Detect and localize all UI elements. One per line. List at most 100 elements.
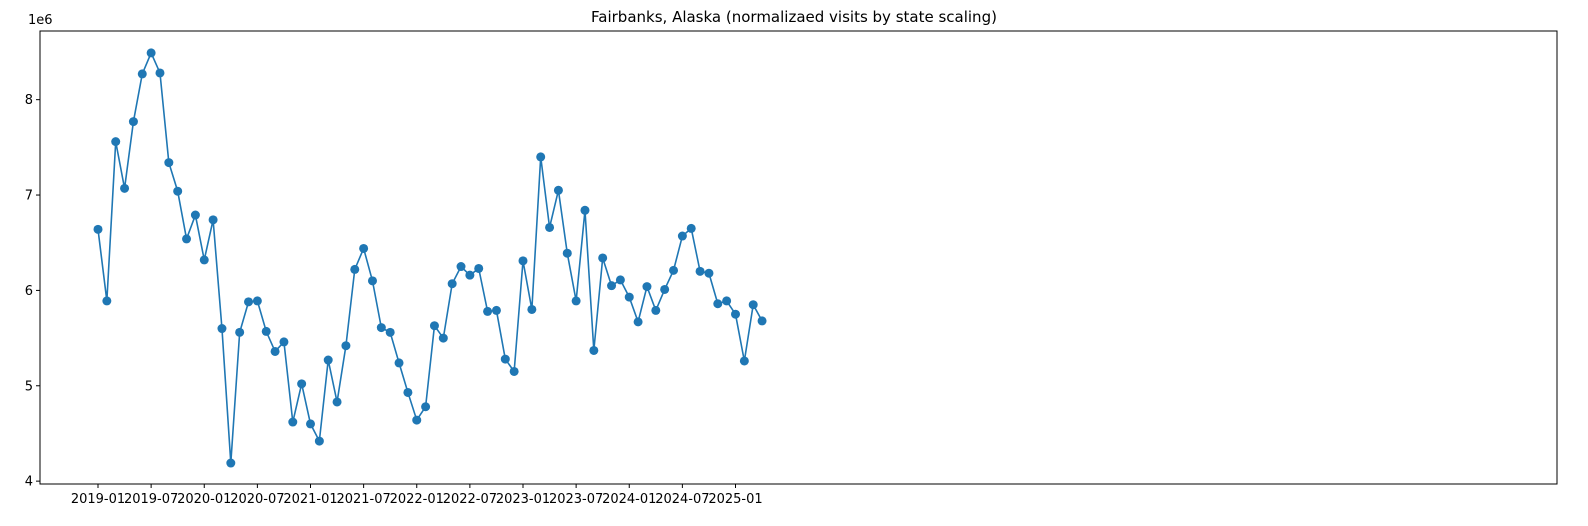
y-tick-label: 5	[25, 379, 33, 394]
data-point	[545, 223, 554, 232]
data-point	[731, 310, 740, 319]
data-point	[580, 206, 589, 215]
data-point	[359, 244, 368, 253]
x-axis: 2019-012019-072020-012020-072021-012021-…	[71, 484, 763, 507]
x-tick-label: 2023-07	[549, 492, 603, 507]
data-point	[448, 279, 457, 288]
data-point	[111, 137, 120, 146]
x-tick-label: 2021-07	[336, 492, 390, 507]
data-point	[421, 402, 430, 411]
data-point	[173, 187, 182, 196]
data-point	[182, 234, 191, 243]
data-point	[589, 346, 598, 355]
y-tick-label: 4	[25, 475, 33, 490]
data-point	[430, 321, 439, 330]
data-point	[200, 255, 209, 264]
y-offset-label: 1e6	[28, 13, 53, 28]
data-point	[634, 317, 643, 326]
x-tick-label: 2020-01	[177, 492, 231, 507]
x-tick-label: 2022-01	[390, 492, 444, 507]
data-point	[457, 262, 466, 271]
data-point	[271, 347, 280, 356]
chart-title: Fairbanks, Alaska (normalizaed visits by…	[591, 8, 997, 26]
data-point	[722, 296, 731, 305]
data-point	[483, 307, 492, 316]
data-point	[138, 69, 147, 78]
data-point	[386, 328, 395, 337]
data-point	[395, 358, 404, 367]
y-tick-label: 7	[25, 189, 33, 204]
data-point	[749, 300, 758, 309]
data-point	[306, 419, 315, 428]
data-point	[669, 266, 678, 275]
data-point	[235, 328, 244, 337]
data-point	[403, 388, 412, 397]
data-point	[572, 296, 581, 305]
x-tick-label: 2019-07	[124, 492, 178, 507]
data-point	[465, 271, 474, 280]
data-point	[226, 459, 235, 468]
data-point	[713, 299, 722, 308]
data-point	[244, 297, 253, 306]
x-tick-label: 2025-01	[708, 492, 762, 507]
data-point	[333, 397, 342, 406]
data-point	[368, 276, 377, 285]
data-point	[129, 117, 138, 126]
data-point	[297, 379, 306, 388]
plot-frame	[40, 31, 1557, 484]
x-tick-label: 2024-07	[655, 492, 709, 507]
x-tick-label: 2023-01	[496, 492, 550, 507]
data-point	[147, 48, 156, 57]
data-point	[696, 267, 705, 276]
data-point	[758, 316, 767, 325]
data-point	[377, 323, 386, 332]
data-point	[510, 367, 519, 376]
data-point	[625, 293, 634, 302]
data-point	[262, 327, 271, 336]
data-point	[164, 158, 173, 167]
data-point	[501, 355, 510, 364]
data-point	[315, 437, 324, 446]
data-point	[536, 152, 545, 161]
data-point	[191, 211, 200, 220]
data-point	[660, 285, 669, 294]
data-point	[324, 356, 333, 365]
data-point	[217, 324, 226, 333]
data-point	[253, 296, 262, 305]
data-point	[209, 215, 218, 224]
data-point	[598, 253, 607, 262]
y-tick-label: 8	[25, 93, 33, 108]
series-line	[98, 53, 762, 463]
data-point	[519, 256, 528, 265]
data-point	[474, 264, 483, 273]
data-point	[704, 269, 713, 278]
data-point	[554, 186, 563, 195]
y-tick-label: 6	[25, 284, 33, 299]
y-axis: 4 5 6 7 8	[25, 93, 40, 489]
x-tick-label: 2022-07	[443, 492, 497, 507]
data-point	[412, 416, 421, 425]
data-point	[350, 265, 359, 274]
data-point	[563, 249, 572, 258]
data-point	[642, 282, 651, 291]
data-point	[687, 224, 696, 233]
data-point	[651, 306, 660, 315]
data-point	[94, 225, 103, 234]
data-point	[678, 232, 687, 241]
data-point	[341, 341, 350, 350]
data-point	[616, 275, 625, 284]
data-point	[155, 68, 164, 77]
data-point	[492, 306, 501, 315]
data-point	[439, 334, 448, 343]
data-point	[740, 356, 749, 365]
data-point	[120, 184, 129, 193]
data-point	[279, 337, 288, 346]
x-tick-label: 2019-01	[71, 492, 125, 507]
data-point	[102, 296, 111, 305]
data-point	[527, 305, 536, 314]
x-tick-label: 2021-01	[283, 492, 337, 507]
data-point	[607, 281, 616, 290]
x-tick-label: 2024-01	[602, 492, 656, 507]
series-markers	[94, 48, 767, 467]
